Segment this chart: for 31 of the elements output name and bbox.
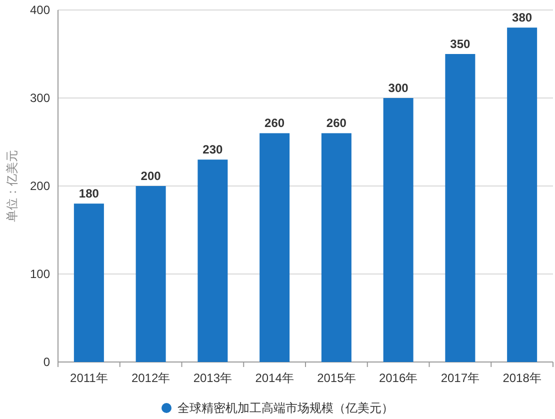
- data-label: 380: [512, 10, 532, 25]
- x-tick-label: 2014年: [255, 371, 294, 385]
- data-label: 230: [202, 142, 224, 157]
- data-label: 260: [326, 116, 347, 130]
- data-label: 260: [264, 116, 285, 130]
- y-axis-title: 单位：亿美元: [5, 150, 19, 222]
- bar: [383, 98, 414, 362]
- data-label: 300: [388, 81, 409, 95]
- data-label: 180: [78, 186, 100, 201]
- legend-label: 全球精密机加工高端市场规模（亿美元）: [178, 401, 394, 415]
- bar: [74, 204, 104, 362]
- bar: [198, 160, 228, 362]
- x-tick-label: 2013年: [193, 371, 232, 385]
- x-tick-label: 2016年: [378, 371, 418, 385]
- bar: [321, 133, 352, 362]
- x-tick-label: 2015年: [317, 371, 356, 385]
- data-label: 350: [450, 37, 471, 51]
- y-tick-label: 100: [30, 267, 50, 281]
- bar: [260, 133, 290, 362]
- data-label: 200: [140, 169, 162, 183]
- x-tick-label: 2018年: [502, 371, 542, 385]
- y-tick-label: 0: [43, 355, 50, 369]
- x-tick-label: 2012年: [131, 371, 170, 385]
- y-tick-label: 300: [30, 91, 50, 105]
- x-tick-label: 2017年: [440, 371, 480, 385]
- bar: [445, 54, 476, 362]
- bar: [136, 186, 166, 362]
- y-tick-label: 400: [30, 3, 50, 17]
- y-tick-label: 200: [30, 179, 50, 193]
- x-tick-label: 2011年: [70, 371, 108, 385]
- bar: [507, 28, 538, 362]
